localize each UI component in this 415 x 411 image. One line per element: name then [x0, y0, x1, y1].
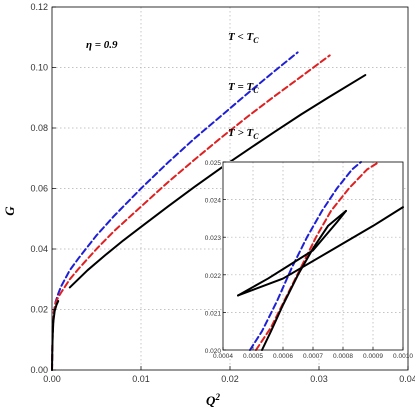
annotation-t-equal-tc: T = TC: [228, 81, 259, 95]
inset-y-tick-label: 0.022: [205, 273, 222, 280]
inset-x-tick-label: 0.0004: [213, 353, 233, 360]
main-y-tick-label: 0.10: [30, 63, 48, 73]
main-y-tick-label: 0.08: [30, 123, 48, 133]
inset-x-tick-label: 0.0008: [333, 353, 353, 360]
main-ticks: 0.00 0.01 0.02 0.03 0.04 0.00 0.02 0.04 0.06 0.08…: [30, 2, 415, 384]
main-series-line-4: [68, 74, 367, 289]
main-y-tick-label: 0.00: [30, 365, 48, 375]
inset-y-tick-label: 0.023: [205, 235, 222, 242]
inset-ticks: 0.0004 0.0005 0.0006 0.0007 0.0008 0.0009 0.00…: [205, 160, 414, 360]
inset-x-tick-label: 0.0007: [303, 353, 323, 360]
main-x-tick-label: 0.04: [399, 374, 415, 384]
annotation-t-equal-tc-text: T = T: [228, 81, 254, 93]
main-y-tick-label: 0.12: [30, 2, 48, 12]
inset-series-line-2: [255, 161, 380, 351]
inset-x-tick-label: 0.0010: [393, 353, 413, 360]
inset-series-line-1: [249, 161, 362, 351]
inset-series-line-4: [237, 206, 404, 297]
inset-chart: 0.0004 0.0005 0.0006 0.0007 0.0008 0.0009 0.00…: [205, 160, 414, 360]
main-x-tick-label: 0.02: [221, 374, 239, 384]
main-y-tick-label: 0.04: [30, 244, 48, 254]
main-y-tick-label: 0.02: [30, 305, 48, 315]
x-axis-title-sup: 2: [214, 392, 220, 402]
annotation-eta: η = 0.9: [86, 39, 118, 51]
inset-grid: [223, 162, 403, 350]
inset-y-tick-label: 0.025: [205, 160, 222, 167]
inset-x-tick-label: 0.0005: [243, 353, 263, 360]
main-y-tick-label: 0.06: [30, 184, 48, 194]
inset-series-line-5: [237, 209, 347, 297]
inset-series: [237, 161, 404, 351]
annotation-t-above-tc-text: T > T: [228, 127, 254, 139]
inset-y-tick-label: 0.021: [205, 310, 222, 317]
annotation-t-below-tc-text: T < T: [228, 31, 254, 43]
inset-y-tick-label: 0.024: [205, 198, 222, 205]
inset-series-line-3: [261, 209, 347, 351]
main-x-tick-label: 0.03: [310, 374, 328, 384]
main-x-tick-label: 0.00: [43, 374, 61, 384]
x-axis-title-base: Q: [206, 393, 216, 408]
inset-y-tick-label: 0.020: [205, 348, 222, 355]
inset-x-tick-label: 0.0006: [273, 353, 293, 360]
annotation-t-above-tc: T > TC: [228, 127, 259, 141]
main-series-line-3: [51, 300, 60, 371]
x-axis-title: Q2: [206, 392, 220, 408]
annotation-t-below-tc-sub: C: [253, 36, 259, 45]
annotation-t-equal-tc-sub: C: [253, 86, 259, 95]
main-series-line-1: [51, 51, 299, 371]
annotation-t-above-tc-sub: C: [253, 132, 259, 141]
inset-x-tick-label: 0.0009: [363, 353, 383, 360]
annotation-t-below-tc: T < TC: [228, 31, 259, 45]
main-x-tick-label: 0.01: [132, 374, 150, 384]
y-axis-title: G: [2, 206, 17, 216]
